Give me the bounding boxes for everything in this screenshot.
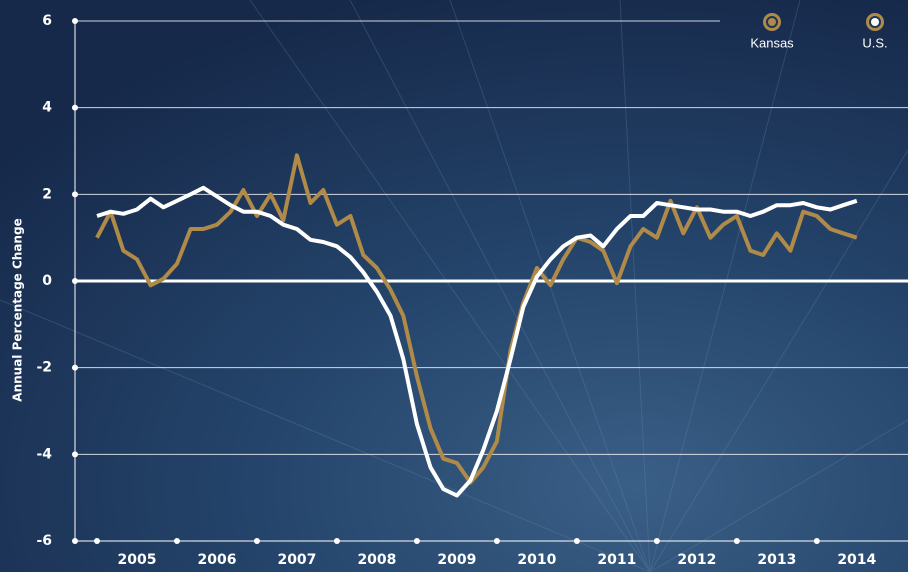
series-line (95, 153, 858, 485)
x-tick-dot (253, 538, 260, 544)
y-tick-dot (72, 278, 78, 284)
x-tick-dot (333, 538, 340, 544)
x-tick-label: 2005 (118, 552, 157, 568)
x-tick-dot (653, 538, 660, 544)
y-tick-label: 6 (42, 13, 52, 29)
x-tick-dot (493, 538, 500, 544)
x-tick-dot (733, 538, 740, 544)
y-tick-dot (72, 364, 78, 371)
y-tick-label: 2 (42, 186, 52, 202)
y-tick-label: 4 (42, 100, 52, 116)
x-tick-dot (93, 538, 100, 544)
y-axis-label: Annual Percentage Change (11, 218, 25, 401)
y-tick-label: 0 (42, 273, 52, 289)
y-tick-label: -6 (36, 533, 52, 549)
y-tick-dot (72, 191, 78, 198)
x-tick-dot (173, 538, 180, 544)
legend-marker-dot (768, 18, 776, 26)
series-line (96, 185, 858, 498)
x-tick-label: 2010 (517, 552, 556, 568)
x-tick-label: 2006 (197, 552, 236, 568)
legend-label: Kansas (750, 35, 794, 50)
x-tick-label: 2013 (757, 552, 796, 568)
x-tick-label: 2007 (277, 552, 316, 568)
x-tick-label: 2008 (357, 552, 396, 568)
x-tick-label: 2014 (837, 552, 876, 568)
y-tick-label: -4 (36, 446, 52, 462)
x-tick-label: 2011 (597, 552, 636, 568)
y-tick-dot (72, 104, 78, 111)
x-tick-label: 2012 (677, 552, 716, 568)
y-tick-label: -2 (36, 360, 52, 376)
x-tick-dot (573, 538, 580, 544)
y-tick-dot (72, 538, 78, 544)
y-tick-dot (72, 451, 78, 458)
legend-label: U.S. (862, 35, 887, 50)
x-tick-label: 2009 (437, 552, 476, 568)
legend-marker-dot (871, 18, 879, 26)
x-tick-dot (413, 538, 420, 544)
x-tick-dot (813, 538, 820, 544)
y-tick-dot (72, 18, 78, 24)
